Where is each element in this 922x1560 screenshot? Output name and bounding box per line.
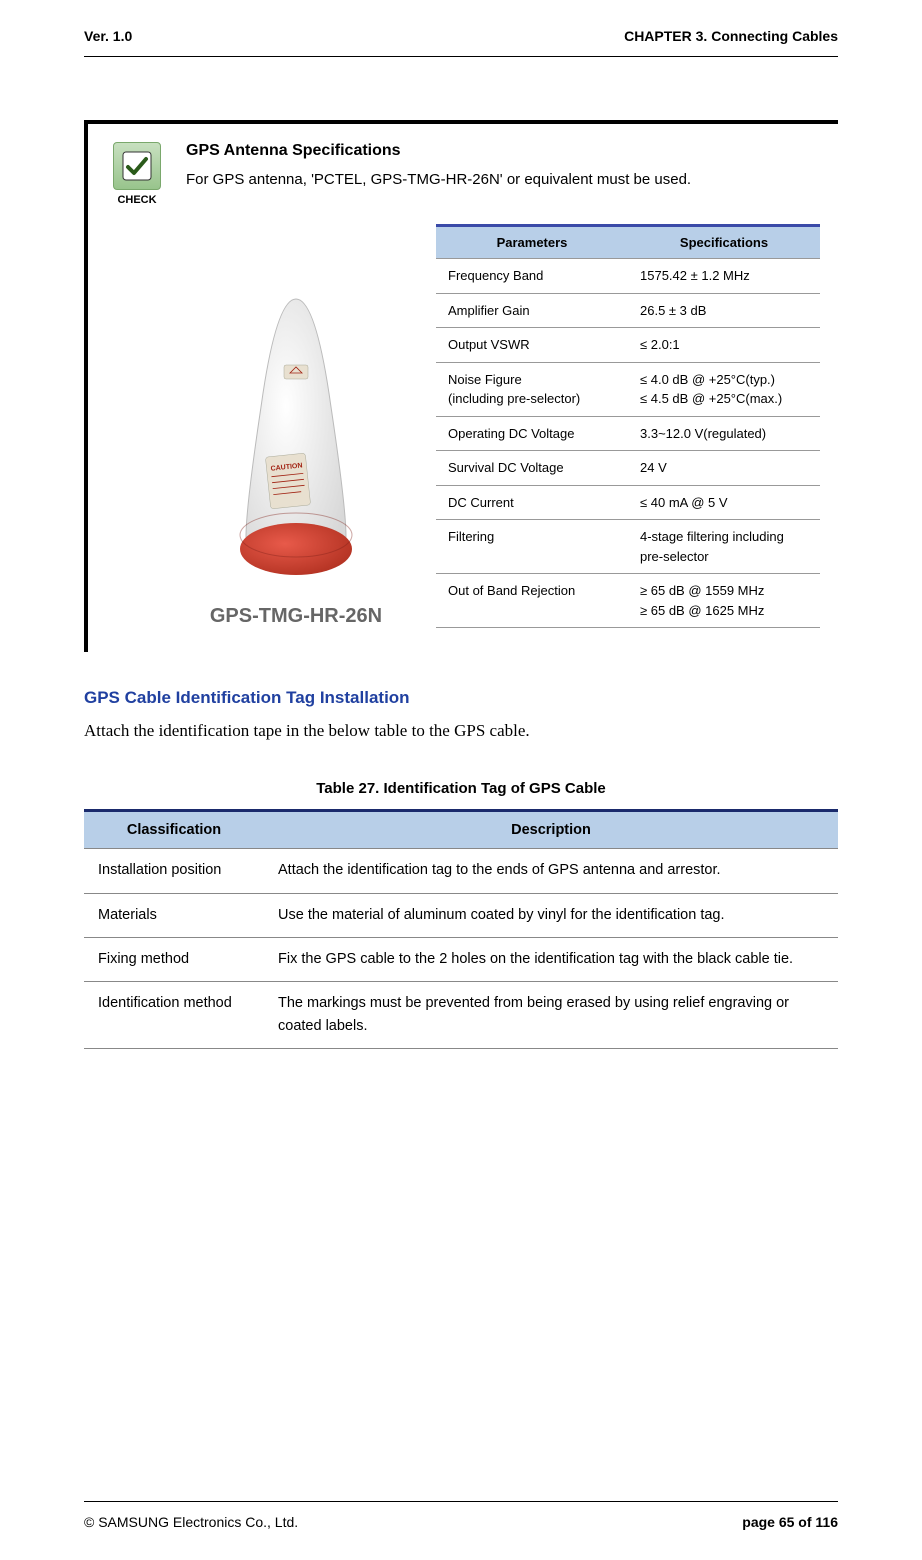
spec-value-cell: ≥ 65 dB @ 1559 MHz ≥ 65 dB @ 1625 MHz [628,574,820,628]
spec-header-param: Parameters [436,226,628,259]
spec-header-spec: Specifications [628,226,820,259]
id-header-class: Classification [84,811,264,849]
check-icon [113,142,161,190]
id-class-cell: Identification method [84,981,264,1048]
spec-value-cell: ≤ 40 mA @ 5 V [628,485,820,520]
spec-param-cell: Amplifier Gain [436,293,628,328]
spec-param-cell: Noise Figure (including pre-selector) [436,362,628,416]
table-row: Output VSWR≤ 2.0:1 [436,328,820,363]
footer-copyright: © SAMSUNG Electronics Co., Ltd. [84,1514,298,1530]
id-desc-cell: Attach the identification tag to the end… [264,849,838,893]
id-desc-cell: Fix the GPS cable to the 2 holes on the … [264,937,838,981]
page-content: CHECK GPS Antenna Specifications For GPS… [84,120,838,1049]
spec-param-cell: Survival DC Voltage [436,451,628,486]
antenna-model-label: GPS-TMG-HR-26N [210,605,382,628]
spec-value-cell: 24 V [628,451,820,486]
id-class-cell: Materials [84,893,264,937]
table-row: Frequency Band1575.42 ± 1.2 MHz [436,259,820,294]
table-row: Fixing methodFix the GPS cable to the 2 … [84,937,838,981]
table-row: MaterialsUse the material of aluminum co… [84,893,838,937]
spec-param-cell: Out of Band Rejection [436,574,628,628]
spec-param-cell: Operating DC Voltage [436,416,628,451]
table-row: Installation positionAttach the identifi… [84,849,838,893]
note-body: CAUTION GPS-TMG-HR-26N Parameters [176,224,820,628]
footer-divider [84,1501,838,1502]
spec-param-cell: Frequency Band [436,259,628,294]
section-title: GPS Cable Identification Tag Installatio… [84,688,838,708]
spec-value-cell: 4-stage filtering including pre-selector [628,520,820,574]
header-version: Ver. 1.0 [84,28,132,44]
spec-value-cell: ≤ 4.0 dB @ +25°C(typ.) ≤ 4.5 dB @ +25°C(… [628,362,820,416]
table-row: Noise Figure (including pre-selector)≤ 4… [436,362,820,416]
id-class-cell: Fixing method [84,937,264,981]
table-row: Filtering4-stage filtering including pre… [436,520,820,574]
id-desc-cell: The markings must be prevented from bein… [264,981,838,1048]
table-row: Amplifier Gain26.5 ± 3 dB [436,293,820,328]
footer-page: page 65 of 116 [742,1514,838,1530]
spec-param-cell: DC Current [436,485,628,520]
check-label: CHECK [117,194,156,206]
spec-table-container: Parameters Specifications Frequency Band… [436,224,820,628]
spec-param-cell: Output VSWR [436,328,628,363]
table-row: Identification methodThe markings must b… [84,981,838,1048]
header-divider [84,56,838,57]
note-title: GPS Antenna Specifications [186,142,820,160]
spec-value-cell: 1575.42 ± 1.2 MHz [628,259,820,294]
antenna-image-column: CAUTION GPS-TMG-HR-26N [176,224,416,628]
table-row: DC Current≤ 40 mA @ 5 V [436,485,820,520]
id-class-cell: Installation position [84,849,264,893]
section-body: Attach the identification tape in the be… [84,718,838,744]
identification-table: Classification Description Installation … [84,809,838,1049]
header-chapter: CHAPTER 3. Connecting Cables [624,28,838,44]
spec-table: Parameters Specifications Frequency Band… [436,224,820,628]
page-header: Ver. 1.0 CHAPTER 3. Connecting Cables [84,28,838,44]
note-header: CHECK GPS Antenna Specifications For GPS… [106,142,820,206]
antenna-illustration: CAUTION [206,287,386,597]
id-header-desc: Description [264,811,838,849]
id-desc-cell: Use the material of aluminum coated by v… [264,893,838,937]
check-column: CHECK [106,142,168,206]
spec-value-cell: 3.3~12.0 V(regulated) [628,416,820,451]
spec-param-cell: Filtering [436,520,628,574]
table-caption: Table 27. Identification Tag of GPS Cabl… [84,780,838,797]
table-row: Operating DC Voltage3.3~12.0 V(regulated… [436,416,820,451]
note-description: For GPS antenna, 'PCTEL, GPS-TMG-HR-26N'… [186,168,820,192]
table-row: Out of Band Rejection≥ 65 dB @ 1559 MHz … [436,574,820,628]
note-box: CHECK GPS Antenna Specifications For GPS… [84,120,838,652]
spec-value-cell: 26.5 ± 3 dB [628,293,820,328]
page-footer: © SAMSUNG Electronics Co., Ltd. page 65 … [84,1514,838,1530]
table-row: Survival DC Voltage24 V [436,451,820,486]
spec-value-cell: ≤ 2.0:1 [628,328,820,363]
